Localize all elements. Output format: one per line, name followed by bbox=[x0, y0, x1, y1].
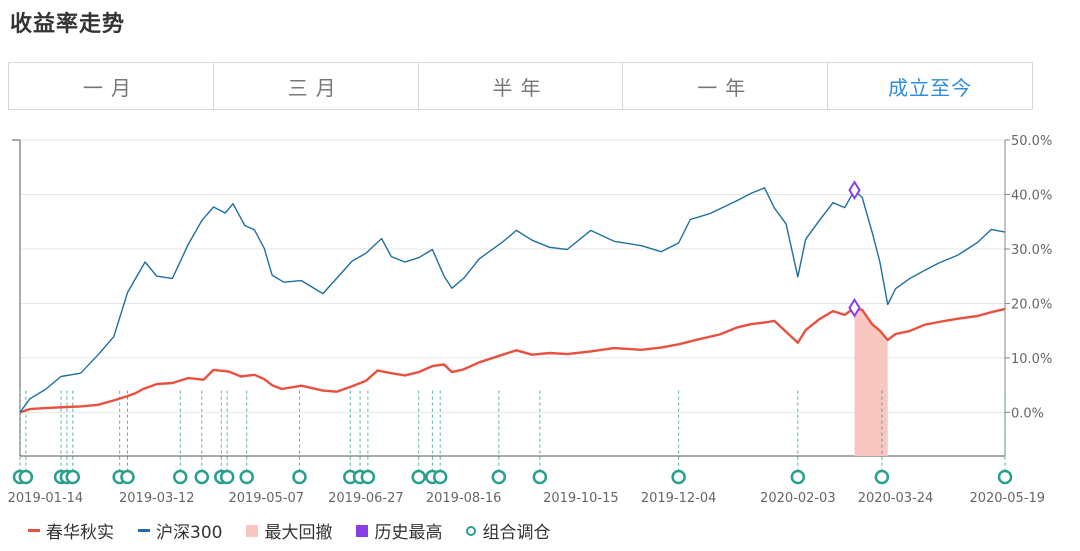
x-tick-label: 2019-05-07 bbox=[228, 491, 304, 506]
tab-since-inception[interactable]: 成立至今 bbox=[888, 75, 973, 100]
rebalance-marker bbox=[874, 469, 890, 485]
y-tick-label: 30.0% bbox=[1011, 243, 1052, 258]
rebalance-marker bbox=[491, 469, 507, 485]
x-tick-label: 2019-06-27 bbox=[328, 491, 404, 506]
tab-one-year[interactable]: 一年 bbox=[623, 63, 829, 109]
legend-fund[interactable]: 春华秋实 bbox=[28, 518, 114, 543]
peak-swatch bbox=[356, 524, 369, 537]
y-tick-label: 20.0% bbox=[1011, 297, 1052, 312]
rebalance-marker bbox=[65, 469, 81, 485]
x-tick-label: 2019-12-04 bbox=[641, 491, 717, 506]
x-tick-label: 2020-05-19 bbox=[969, 491, 1045, 506]
period-tabs: 一月 三月 半年 一年 成立至今 bbox=[8, 62, 1033, 110]
x-tick-label: 2019-08-16 bbox=[426, 491, 502, 506]
y-tick-label: 40.0% bbox=[1011, 188, 1052, 203]
legend-index[interactable]: 沪深300 bbox=[138, 518, 222, 543]
legend-drawdown-label: 最大回撤 bbox=[264, 523, 333, 543]
rebalance-marker bbox=[239, 469, 254, 485]
legend-fund-label: 春华秋实 bbox=[46, 523, 114, 543]
max-drawdown-area bbox=[854, 307, 888, 456]
legend-drawdown[interactable]: 最大回撤 bbox=[246, 518, 332, 543]
rebalance-marker bbox=[292, 469, 307, 485]
legend-peak-label: 历史最高 bbox=[374, 523, 443, 543]
rebalance-marker bbox=[790, 469, 806, 485]
legend-index-label: 沪深300 bbox=[156, 523, 223, 543]
rebalance-marker bbox=[360, 469, 376, 485]
tab-half-year[interactable]: 半年 bbox=[419, 63, 624, 109]
return-chart: 50.0% 40.0% 30.0% 20.0% 10.0% 0.0% 2019-01-14 2… bbox=[0, 120, 1080, 519]
rebalance-marker bbox=[194, 469, 210, 485]
rebalance-marker bbox=[120, 469, 135, 485]
rebalance-marker bbox=[18, 469, 34, 485]
rebalance-marker bbox=[432, 469, 448, 485]
x-tick-label: 2019-01-14 bbox=[8, 491, 84, 506]
historical-high-marker bbox=[848, 180, 861, 201]
page-title: 收益率走势 bbox=[10, 12, 126, 37]
historical-high-marker bbox=[848, 297, 861, 318]
y-tick-label: 0.0% bbox=[1011, 406, 1044, 421]
legend-peak[interactable]: 历史最高 bbox=[356, 518, 442, 543]
rebalance-swatch bbox=[466, 525, 477, 536]
rebalance-marker bbox=[671, 469, 686, 485]
drawdown-swatch bbox=[246, 524, 259, 537]
x-tick-label: 2019-10-15 bbox=[543, 491, 619, 506]
fund-swatch bbox=[28, 529, 40, 532]
rebalance-marker bbox=[173, 469, 188, 485]
return-chart-svg: 50.0% 40.0% 30.0% 20.0% 10.0% 0.0% 2019-01-14 2… bbox=[8, 134, 1053, 506]
x-tick-label: 2020-02-03 bbox=[760, 491, 836, 506]
rebalance-marker bbox=[411, 469, 426, 485]
x-tick-label: 2020-03-24 bbox=[858, 491, 934, 506]
legend-rebalance-label: 组合调仓 bbox=[482, 523, 551, 543]
tab-three-months[interactable]: 三月 bbox=[214, 63, 419, 109]
y-tick-label: 50.0% bbox=[1011, 134, 1052, 149]
y-tick-label: 10.0% bbox=[1011, 352, 1052, 367]
legend: 春华秋实 沪深300 最大回撤 历史最高 组合调仓 bbox=[28, 518, 550, 543]
rebalance-marker bbox=[219, 469, 235, 485]
rebalance-marker bbox=[532, 469, 548, 485]
legend-rebalance[interactable]: 组合调仓 bbox=[466, 518, 550, 543]
tab-one-month[interactable]: 一月 bbox=[9, 63, 214, 109]
index-swatch bbox=[138, 529, 150, 532]
rebalance-marker bbox=[997, 469, 1013, 485]
x-tick-label: 2019-03-12 bbox=[119, 491, 195, 506]
